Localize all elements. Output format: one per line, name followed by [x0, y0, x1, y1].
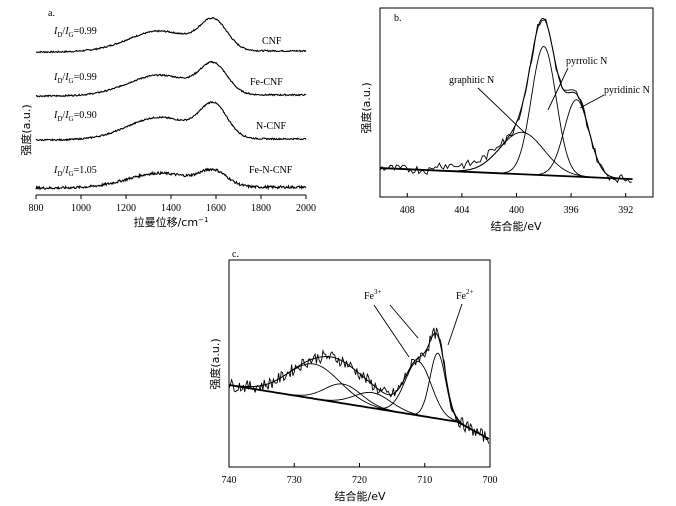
- panel-c-tick-label-710: 710: [417, 475, 432, 486]
- panel-b-tick-label-404: 404: [454, 205, 469, 216]
- panel-a-label-n-cnf: N-CNF: [256, 121, 286, 132]
- panel-b-raw-data: [379, 18, 632, 184]
- panel-a-tick-label-1000: 1000: [71, 203, 91, 214]
- panel-c-leader-fe3a: [373, 304, 410, 358]
- panel-c-envelope: [228, 332, 489, 440]
- panel-b-tick-label-400: 400: [509, 205, 524, 216]
- panel-b-tick-label-408: 408: [400, 205, 415, 216]
- panel-b-peak-0: [379, 131, 632, 180]
- panel-a-tick-label-1400: 1400: [161, 203, 181, 214]
- panel-a-xlabel: 拉曼位移/cm−1: [134, 215, 209, 229]
- panel-c-leader-fe2: [447, 303, 463, 346]
- panel-a-series-Fe-N-CNF: [35, 167, 307, 191]
- panel-a-series-N-CNF: [35, 100, 307, 142]
- panel-b-peak-2: [379, 99, 632, 180]
- panel-c: c. 强度(a.u.) 740 730 720 710 700 结合能/eV Fe3+ …: [208, 249, 498, 503]
- panel-c-ticks: 740 730 720 710 700: [222, 463, 498, 486]
- panel-a-series-CNF: [35, 16, 307, 54]
- panel-c-label-fe3: Fe3+: [364, 288, 382, 302]
- panel-c-ylabel: 强度(a.u.): [208, 338, 222, 389]
- panel-c-tick-label-740: 740: [222, 475, 237, 486]
- panel-c-raw-data: [228, 327, 490, 444]
- panel-b-leader-graphitic: [477, 87, 526, 134]
- panel-a-label-cnf: CNF: [262, 36, 282, 47]
- panel-a-ratio-fe-n-cnf: ID/IG=1.05: [53, 165, 97, 178]
- panel-b-tick-label-396: 396: [564, 205, 579, 216]
- panel-b-title: b.: [394, 13, 402, 24]
- panel-a-ylabel: 强度(a.u.): [19, 104, 33, 155]
- panel-a-ticks: 800 1000 1200 1400 1600 1800 2000: [29, 195, 316, 214]
- panel-a-curves: [35, 16, 307, 191]
- panel-b-label-graphitic: graphitic N: [449, 75, 494, 86]
- panel-c-label-fe2: Fe2+: [456, 288, 474, 302]
- panel-a-tick-label-800: 800: [29, 203, 44, 214]
- panel-b-xlabel: 结合能/eV: [491, 219, 542, 233]
- panel-a-tick-label-2000: 2000: [296, 203, 316, 214]
- panel-c-tick-label-700: 700: [483, 475, 498, 486]
- panel-b-ticks: 408 404 400 396 392: [400, 193, 633, 216]
- panel-a-label-fe-n-cnf: Fe-N-CNF: [249, 165, 293, 176]
- panel-b-leader-pyrrolic: [547, 67, 569, 111]
- panel-a-title: a.: [48, 8, 55, 19]
- panel-b-leader-pyridinic: [579, 94, 605, 109]
- panel-a-tick-label-1600: 1600: [206, 203, 226, 214]
- panel-a-ratio-cnf: ID/IG=0.99: [53, 26, 97, 39]
- panel-c-title: c.: [232, 249, 239, 260]
- panel-b-ylabel: 强度(a.u.): [359, 82, 373, 133]
- panel-a-ratio-n-cnf: ID/IG=0.90: [53, 110, 97, 123]
- panel-a-ratio-fe-cnf: ID/IG=0.99: [53, 72, 97, 85]
- panel-a-label-fe-cnf: Fe-CNF: [250, 77, 283, 88]
- panel-c-curves: [228, 327, 490, 444]
- panel-c-frame: [228, 259, 491, 468]
- panel-b-frame: [379, 7, 654, 198]
- panel-c-tick-label-720: 720: [352, 475, 367, 486]
- panel-b-label-pyridinic: pyridinic N: [604, 85, 650, 96]
- panel-b: b. 强度(a.u.) 408 404 400 396 392 结合能/eV graph…: [359, 7, 654, 233]
- panel-a-tick-label-1200: 1200: [116, 203, 136, 214]
- panel-b-tick-label-392: 392: [618, 205, 633, 216]
- panel-b-envelope: [379, 17, 632, 180]
- panel-a-tick-label-1800: 1800: [251, 203, 271, 214]
- panel-c-leader-fe3b: [389, 304, 419, 339]
- panel-c-xlabel: 结合能/eV: [335, 489, 386, 503]
- panel-b-label-pyrrolic: pyrrolic N: [566, 56, 607, 67]
- panel-b-curves: [379, 17, 633, 184]
- panel-a-series-Fe-CNF: [35, 60, 307, 98]
- panel-c-tick-label-730: 730: [287, 475, 302, 486]
- panel-a: a. 强度(a.u.) 800 1000 1200 1400 1600 1800 2000 …: [19, 8, 316, 229]
- panel-c-peak-4: [228, 352, 489, 440]
